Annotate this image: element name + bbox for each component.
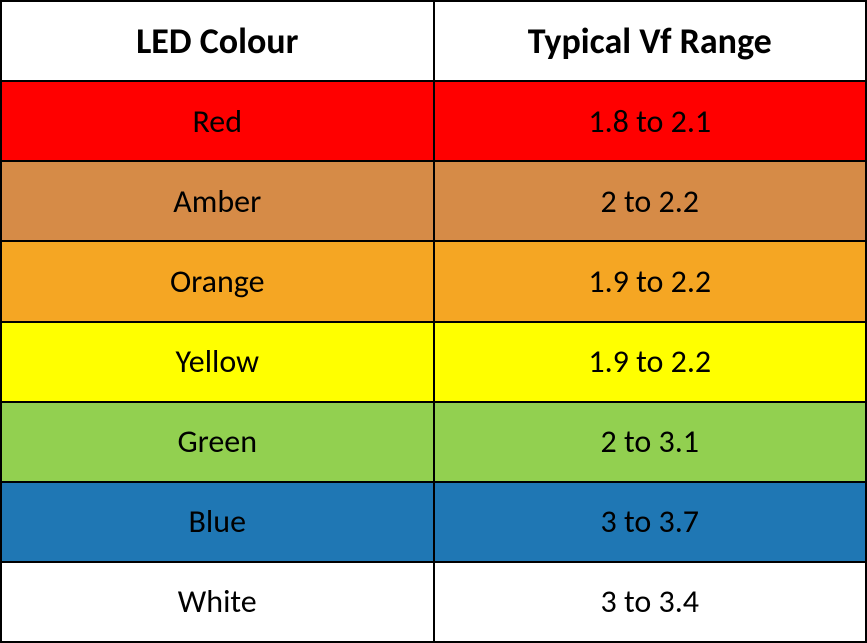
table-row: Yellow 1.9 to 2.2 xyxy=(2,323,867,403)
table-row: Blue 3 to 3.7 xyxy=(2,483,867,563)
cell-vf-range: 1.9 to 2.2 xyxy=(435,242,867,320)
cell-colour: Red xyxy=(2,82,435,160)
cell-colour: Orange xyxy=(2,242,435,320)
cell-vf-range: 3 to 3.7 xyxy=(435,483,867,561)
header-colour: LED Colour xyxy=(2,2,435,80)
cell-vf-range: 2 to 3.1 xyxy=(435,403,867,481)
table-row: Orange 1.9 to 2.2 xyxy=(2,242,867,322)
cell-vf-range: 1.9 to 2.2 xyxy=(435,323,867,401)
cell-vf-range: 3 to 3.4 xyxy=(435,563,867,641)
cell-colour: Blue xyxy=(2,483,435,561)
cell-colour: Green xyxy=(2,403,435,481)
led-vf-table: LED Colour Typical Vf Range Red 1.8 to 2… xyxy=(0,0,867,643)
cell-colour: Amber xyxy=(2,162,435,240)
cell-vf-range: 1.8 to 2.1 xyxy=(435,82,867,160)
cell-colour: White xyxy=(2,563,435,641)
cell-colour: Yellow xyxy=(2,323,435,401)
table-row: Green 2 to 3.1 xyxy=(2,403,867,483)
table-header-row: LED Colour Typical Vf Range xyxy=(2,2,867,82)
table-row: Amber 2 to 2.2 xyxy=(2,162,867,242)
header-vf-range: Typical Vf Range xyxy=(435,2,867,80)
table-row: Red 1.8 to 2.1 xyxy=(2,82,867,162)
table-row: White 3 to 3.4 xyxy=(2,563,867,643)
cell-vf-range: 2 to 2.2 xyxy=(435,162,867,240)
